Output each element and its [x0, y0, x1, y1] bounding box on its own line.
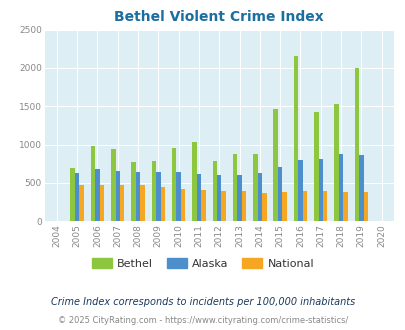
Bar [277, 167, 282, 221]
Bar [160, 187, 164, 221]
Bar [176, 172, 181, 221]
Bar [100, 185, 104, 221]
Text: © 2025 CityRating.com - https://www.cityrating.com/crime-statistics/: © 2025 CityRating.com - https://www.city… [58, 316, 347, 325]
Bar [293, 56, 297, 221]
Bar [322, 191, 326, 221]
Bar [70, 168, 75, 221]
Bar [156, 173, 160, 221]
Bar [196, 174, 201, 221]
Bar [151, 161, 156, 221]
Text: Crime Index corresponds to incidents per 100,000 inhabitants: Crime Index corresponds to incidents per… [51, 297, 354, 307]
Bar [318, 159, 322, 221]
Bar [140, 185, 144, 221]
Bar [200, 190, 205, 221]
Bar [354, 68, 358, 221]
Bar [252, 154, 257, 221]
Bar [338, 154, 343, 221]
Bar [313, 113, 318, 221]
Bar [95, 169, 100, 221]
Bar [181, 189, 185, 221]
Bar [172, 148, 176, 221]
Bar [358, 155, 363, 221]
Bar [232, 154, 237, 221]
Bar [120, 185, 124, 221]
Bar [131, 162, 135, 221]
Bar [342, 192, 347, 221]
Bar [221, 191, 225, 221]
Bar [91, 147, 95, 221]
Bar [363, 192, 367, 221]
Bar [241, 191, 245, 221]
Bar [111, 149, 115, 221]
Title: Bethel Violent Crime Index: Bethel Violent Crime Index [114, 10, 323, 24]
Bar [115, 171, 120, 221]
Bar [135, 172, 140, 221]
Bar [216, 175, 221, 221]
Bar [79, 185, 83, 221]
Bar [273, 109, 277, 221]
Legend: Bethel, Alaska, National: Bethel, Alaska, National [87, 254, 318, 273]
Bar [75, 173, 79, 221]
Bar [237, 175, 241, 221]
Bar [257, 173, 262, 221]
Bar [333, 104, 338, 221]
Bar [302, 191, 307, 221]
Bar [282, 192, 286, 221]
Bar [192, 142, 196, 221]
Bar [212, 161, 216, 221]
Bar [262, 193, 266, 221]
Bar [298, 160, 302, 221]
